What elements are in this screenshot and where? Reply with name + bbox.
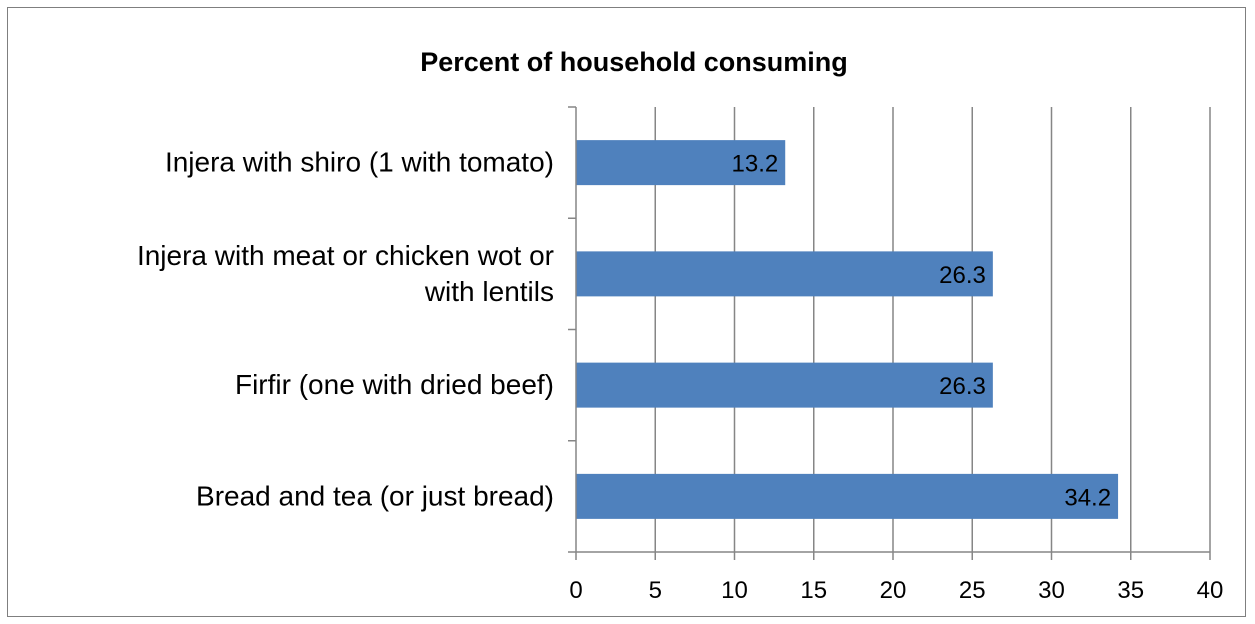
category-label: Bread and tea (or just bread): [196, 480, 554, 511]
labels: 0 5 10 15 20 25 30 35 40 13.2 Injera with shiro (1…: [137, 147, 1223, 604]
chart-title: Percent of household consuming: [420, 47, 848, 77]
x-tick-label: 0: [569, 577, 582, 604]
x-tick-label: 35: [1117, 577, 1144, 604]
data-label: 34.2: [1064, 484, 1111, 511]
category-label: Firfir (one with dried beef): [235, 369, 554, 400]
category-label: with lentils: [424, 276, 554, 307]
bars: [576, 140, 1119, 519]
category-label: Injera with shiro (1 with tomato): [165, 147, 554, 178]
bar-1: [576, 140, 786, 186]
category-label: Injera with meat or chicken wot or: [137, 240, 554, 271]
x-tick-label: 25: [959, 577, 986, 604]
axes: [568, 106, 1211, 560]
bar-4: [576, 473, 1119, 519]
chart-svg: Percent of household consuming 0 5 10 15 20 2…: [137, 47, 1223, 604]
x-tick-label: 30: [1038, 577, 1065, 604]
x-tick-label: 20: [880, 577, 907, 604]
x-tick-label: 5: [649, 577, 662, 604]
x-tick-label: 10: [721, 577, 748, 604]
x-tick-label: 15: [800, 577, 827, 604]
bar-3: [576, 362, 993, 408]
chart-area: Percent of household consuming 0 5 10 15 20 2…: [7, 7, 1246, 617]
data-label: 26.3: [939, 373, 986, 400]
data-label: 26.3: [939, 262, 986, 289]
bar-2: [576, 251, 993, 297]
x-tick-label: 40: [1197, 577, 1224, 604]
data-label: 13.2: [732, 151, 779, 178]
